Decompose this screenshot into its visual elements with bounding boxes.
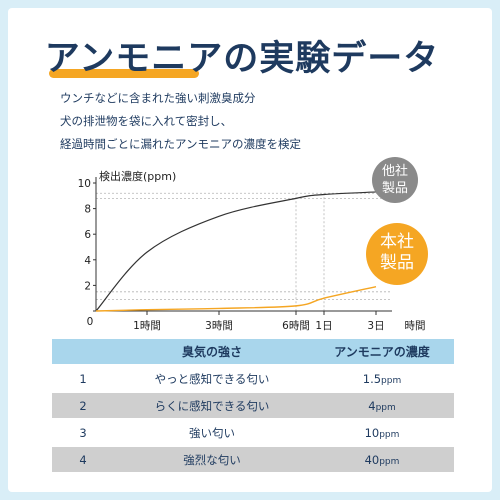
table-row: 1 やっと感知できる匂い 1.5ppm [52,365,454,393]
row-concentration: 40ppm [310,446,454,474]
description-line-2: 犬の排泄物を袋に入れて密封し、 [60,114,233,128]
other-badge-line-2: 製品 [381,181,408,196]
x-tick-label: 1日 [315,320,332,332]
row-level: 3 [52,419,114,447]
x-tick-label: 3時間 [205,320,233,332]
x-axis-label: 時間 [405,320,426,332]
row-value: 40 [364,452,380,467]
row-concentration: 4ppm [310,392,454,420]
x-tick-label: 6時間 [282,320,310,332]
x-tick-label: 1時間 [133,320,161,332]
row-strength: らくに感知できる匂い [114,392,310,420]
row-unit: ppm [379,429,400,440]
row-value: 4 [368,398,376,413]
row-unit: ppm [375,402,396,413]
y-tick-label: 6 [84,229,91,241]
row-concentration: 10ppm [310,419,454,447]
row-level: 1 [52,365,114,393]
table-header-level [52,339,114,366]
y-tick-label: 2 [84,280,91,292]
page-title: アンモニアの実験データ [45,30,440,81]
row-concentration: 1.5ppm [310,365,454,393]
table-header-row: 臭気の強さ アンモニアの濃度 [52,339,454,366]
table-row: 4 強烈な匂い 40ppm [52,446,454,474]
row-strength: 強い匂い [114,419,310,447]
description-line-1: ウンチなどに含まれた強い刺激臭成分 [60,91,256,105]
row-level: 4 [52,446,114,474]
our-product-line [95,285,377,312]
other-product-line [95,191,377,312]
our-product-badge: 本社 製品 [366,223,428,285]
row-value: 1.5 [362,371,382,386]
description-line-3: 経過時間ごとに漏れたアンモニアの濃度を検定 [60,137,302,151]
y-axis-label: 検出濃度(ppm) [99,169,176,183]
title-highlight [48,69,199,78]
row-value: 10 [364,425,380,440]
our-badge-line-2: 製品 [380,253,414,273]
row-level: 2 [52,392,114,420]
odor-table: 臭気の強さ アンモニアの濃度 1 やっと感知できる匂い 1.5ppm 2 らくに… [52,339,454,474]
y-tick-label: 10 [78,178,91,190]
our-badge-line-1: 本社 [380,232,414,252]
table-header-strength: 臭気の強さ [114,339,310,366]
table-row: 3 強い匂い 10ppm [52,419,454,447]
row-unit: ppm [381,375,402,386]
x-tick-label: 3日 [367,320,384,332]
y-tick-label: 8 [84,204,91,216]
row-unit: ppm [379,456,400,467]
other-product-badge: 他社 製品 [372,157,418,203]
table-row: 2 らくに感知できる匂い 4ppm [52,392,454,420]
title-block: アンモニアの実験データ [0,30,484,81]
table-header-concentration: アンモニアの濃度 [310,339,454,366]
page-title-text: アンモニアの実験データ [44,39,440,79]
other-badge-line-1: 他社 [381,164,408,179]
origin-label: 0 [87,316,94,328]
row-strength: やっと感知できる匂い [114,365,310,393]
y-tick-label: 4 [84,255,91,267]
row-strength: 強烈な匂い [114,446,310,474]
